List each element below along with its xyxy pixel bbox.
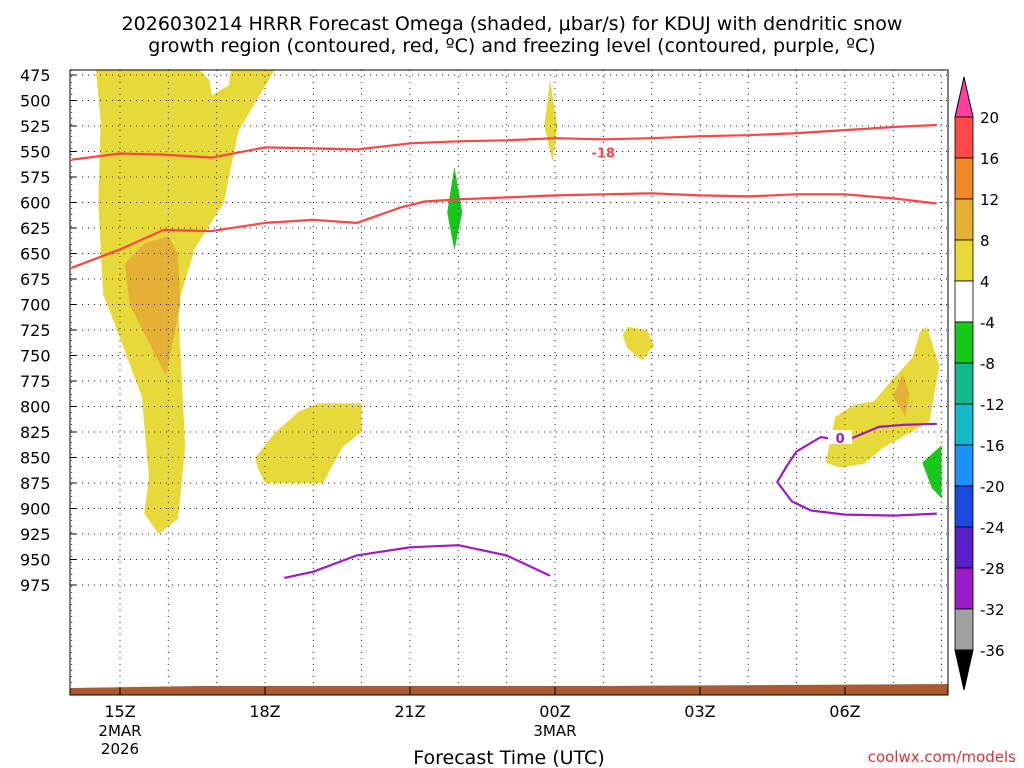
y-tick-label: 825 xyxy=(20,423,51,442)
y-tick-label: 475 xyxy=(20,66,51,85)
contour-line-1 xyxy=(71,192,937,269)
y-tick-label: 950 xyxy=(20,551,51,570)
x-tick-label: 03Z xyxy=(684,702,715,721)
colorbar-tick-label: -28 xyxy=(980,560,1005,578)
contour-line-0 xyxy=(71,123,937,161)
colorbar-tick-label: -8 xyxy=(980,355,995,373)
contour-labels: -18 0 xyxy=(591,144,853,447)
colorbar-tick-label: 4 xyxy=(980,273,990,291)
colorbar-swatch xyxy=(954,444,974,487)
omega-region-green-sliver xyxy=(447,166,463,251)
y-tick-label: 850 xyxy=(20,449,51,468)
y-tick-label: 800 xyxy=(20,398,51,417)
y-tick-label: 575 xyxy=(20,168,51,187)
x-tick-label: 00Z xyxy=(539,702,570,721)
chart-title-line-2: growth region (contoured, red, ºC) and f… xyxy=(148,35,875,57)
y-tick-label: 500 xyxy=(20,92,51,111)
colorbar-swatch xyxy=(954,485,974,528)
y-tick-label: 550 xyxy=(20,143,51,162)
colorbar-swatch xyxy=(954,198,974,241)
y-tick-label: 650 xyxy=(20,245,51,264)
pressure-axis: 475 500 525 550 575 600 625 650 675 700 725 750 775 8… xyxy=(20,66,76,595)
x-year-label: 2026 xyxy=(101,740,139,758)
colorbar-swatch xyxy=(954,608,974,651)
colorbar-swatch xyxy=(954,280,974,323)
omega-region-east-green xyxy=(922,445,942,499)
colorbar-tick-label: -24 xyxy=(980,519,1005,537)
contour-line-3 xyxy=(284,544,551,579)
y-tick-label: 700 xyxy=(20,296,51,315)
gridlines xyxy=(70,70,948,695)
terrain-fill xyxy=(70,684,948,695)
x-axis-label: Forecast Time (UTC) xyxy=(413,747,604,768)
omega-region-east-blob xyxy=(825,326,940,468)
y-tick-label: 975 xyxy=(20,576,51,595)
y-tick-label: 600 xyxy=(20,194,51,213)
contour-line-2 xyxy=(776,422,937,517)
omega-region-01z-blob xyxy=(622,326,654,361)
colorbar-tick-label: 12 xyxy=(980,191,999,209)
contour-layer xyxy=(71,123,937,579)
x-date-label: 3MAR xyxy=(533,722,576,740)
colorbar-tick-label: 8 xyxy=(980,232,990,250)
y-tick-label: 775 xyxy=(20,372,51,391)
y-tick-label: 625 xyxy=(20,219,51,238)
colorbar-swatch-bottom xyxy=(954,649,974,691)
y-tick-label: 875 xyxy=(20,474,51,493)
y-tick-label: 750 xyxy=(20,347,51,366)
y-tick-label: 525 xyxy=(20,117,51,136)
colorbar: 20 16 12 8 4 -4 -8 -12 -16 -20 -24 -28 -32 -36 xyxy=(954,76,1005,691)
x-tick-label: 21Z xyxy=(394,702,425,721)
omega-region-500mb-sliver xyxy=(544,80,558,162)
chart-title-line-1: 2026030214 HRRR Forecast Omega (shaded, … xyxy=(122,13,903,35)
x-tick-label: 15Z xyxy=(104,702,135,721)
omega-region-east-orange xyxy=(893,373,910,417)
colorbar-tick-label: -36 xyxy=(980,642,1005,660)
omega-region-18z-blob xyxy=(255,403,362,483)
contour-label-bg xyxy=(591,144,616,159)
x-tick-label: 06Z xyxy=(829,702,860,721)
y-tick-label: 925 xyxy=(20,525,51,544)
contour-label-bg xyxy=(828,430,853,445)
colorbar-swatch xyxy=(954,362,974,405)
colorbar-swatch xyxy=(954,239,974,282)
colorbar-tick-label: -16 xyxy=(980,437,1005,455)
x-tick-label: 18Z xyxy=(249,702,280,721)
omega-region-orange-core xyxy=(124,236,181,376)
colorbar-tick-label: -32 xyxy=(980,601,1005,619)
colorbar-swatch xyxy=(954,567,974,610)
omega-shading-layer xyxy=(95,70,942,534)
contour-label: 0 xyxy=(836,432,845,447)
chart-titles: 2026030214 HRRR Forecast Omega (shaded, … xyxy=(122,13,903,57)
terrain-layer xyxy=(70,684,948,695)
colorbar-swatch-top xyxy=(954,76,974,118)
colorbar-tick-label: 16 xyxy=(980,150,999,168)
colorbar-swatch xyxy=(954,116,974,159)
colorbar-swatch xyxy=(954,526,974,569)
contour-label: -18 xyxy=(592,147,616,162)
colorbar-tick-label: -4 xyxy=(980,314,995,332)
y-tick-label: 725 xyxy=(20,321,51,340)
colorbar-tick-label: -20 xyxy=(980,478,1005,496)
y-tick-label: 675 xyxy=(20,270,51,289)
omega-region-main-column xyxy=(95,70,275,534)
colorbar-tick-label: 20 xyxy=(980,109,999,127)
plot-frame xyxy=(69,69,949,696)
y-tick-label: 900 xyxy=(20,500,51,519)
colorbar-swatch xyxy=(954,403,974,446)
colorbar-swatch xyxy=(954,321,974,364)
colorbar-tick-label: -12 xyxy=(980,396,1005,414)
credit-link[interactable]: coolwx.com/models xyxy=(868,748,1016,766)
x-date-label: 2MAR xyxy=(98,722,141,740)
colorbar-swatch xyxy=(954,157,974,200)
